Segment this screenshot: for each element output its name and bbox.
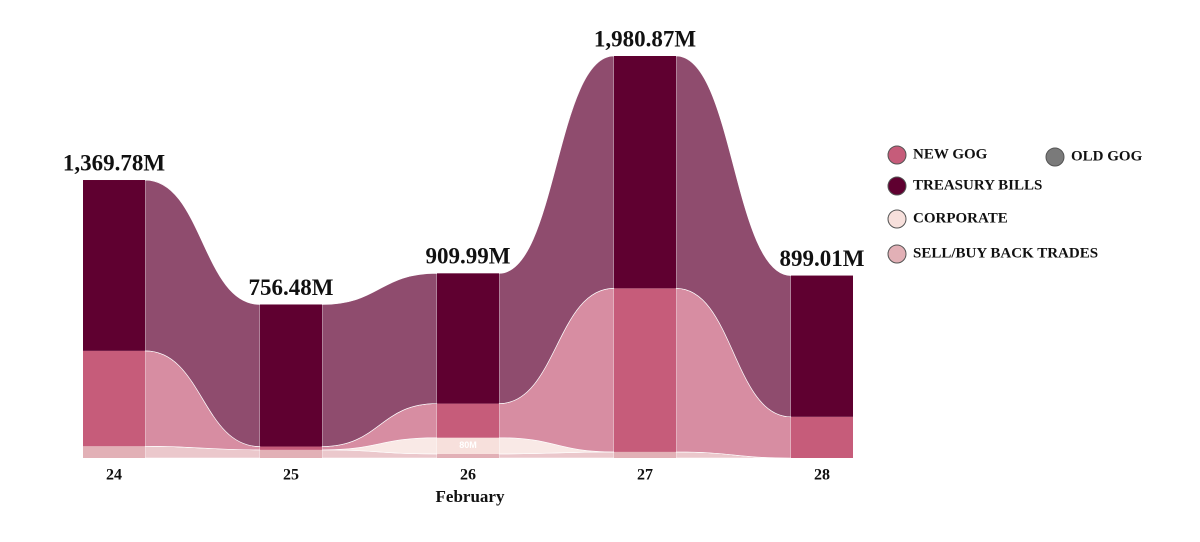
column-segment (83, 350, 145, 447)
legend-label: OLD GOG (1071, 148, 1143, 164)
column-segment (260, 449, 322, 458)
column-segment (437, 403, 499, 438)
column-segment (437, 273, 499, 404)
column-segment (791, 275, 853, 417)
legend-label: TREASURY BILLS (913, 177, 1042, 193)
legend-label: SELL/BUY BACK TRADES (913, 245, 1098, 261)
column-segment (791, 416, 853, 458)
total-label: 756.48M (249, 275, 334, 300)
legend-swatch (887, 244, 907, 264)
column-segment (260, 304, 322, 447)
column-segment (614, 56, 676, 289)
x-axis-label: February (436, 487, 505, 506)
column-segment (614, 288, 676, 452)
x-tick-label: 26 (460, 467, 476, 484)
legend-swatch (887, 145, 907, 165)
data-label: 80M (459, 440, 477, 450)
column-segment (260, 446, 322, 450)
total-label: 1,369.78M (63, 150, 166, 175)
legend-item: OLD GOG (1045, 147, 1143, 167)
x-tick-label: 25 (283, 467, 299, 484)
legend-swatch (887, 209, 907, 229)
x-tick-label: 28 (814, 467, 830, 484)
legend-swatch (1045, 147, 1065, 167)
total-label: 909.99M (426, 244, 511, 269)
column-segment (437, 437, 499, 454)
total-label: 899.01M (780, 246, 865, 271)
x-tick-label: 24 (106, 467, 122, 484)
legend-item: TREASURY BILLS (887, 176, 1042, 196)
ribbon (321, 273, 438, 447)
x-tick-label: 27 (637, 467, 653, 484)
ribbon (498, 55, 615, 404)
total-label: 1,980.87M (594, 26, 697, 51)
legend-label: CORPORATE (913, 210, 1008, 226)
column-segment (83, 180, 145, 351)
column-segment (83, 446, 145, 458)
legend-item: NEW GOG (887, 145, 988, 165)
column-segment (437, 453, 499, 458)
ribbon (675, 55, 792, 418)
column-segment (614, 451, 676, 458)
legend-item: SELL/BUY BACK TRADES (887, 244, 1098, 264)
legend-swatch (887, 176, 907, 196)
legend-label: NEW GOG (913, 146, 988, 162)
legend-item: CORPORATE (887, 209, 1008, 229)
